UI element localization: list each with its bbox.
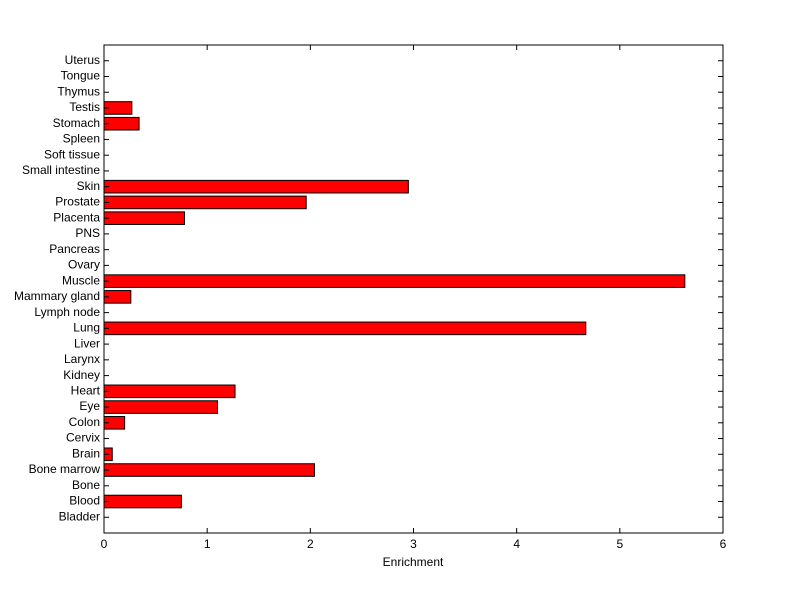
y-tick-label: Heart [71, 383, 101, 397]
y-tick-label: Thymus [57, 84, 100, 98]
y-tick-label: Liver [74, 336, 100, 350]
bar [103, 179, 409, 194]
x-tick-label: 2 [307, 537, 314, 551]
x-tick-label: 0 [101, 537, 108, 551]
y-tick-label: Small intestine [22, 163, 100, 177]
y-tick-label: Prostate [55, 195, 100, 209]
bar [103, 384, 236, 399]
bar [103, 494, 182, 509]
y-tick-label: Testis [69, 100, 100, 114]
x-tick-label: 6 [720, 537, 727, 551]
y-tick-label: Brain [72, 446, 100, 460]
y-tick-label: Uterus [65, 53, 100, 67]
y-tick-label: Lung [73, 321, 100, 335]
bar [103, 211, 185, 225]
x-tick-label: 4 [513, 537, 520, 551]
y-tick-label: Lymph node [34, 305, 100, 319]
bar [103, 400, 218, 414]
y-tick-label: Bone marrow [29, 462, 101, 476]
bar [103, 321, 587, 336]
y-tick-label: Tongue [61, 69, 101, 83]
bar [103, 116, 140, 131]
y-tick-label: Blood [69, 494, 100, 508]
x-tick-label: 5 [616, 537, 623, 551]
x-axis-label: Enrichment [383, 555, 444, 569]
x-tick-label: 3 [410, 537, 417, 551]
y-tick-label: PNS [75, 226, 100, 240]
y-tick-label: Bladder [59, 509, 100, 523]
y-tick-label: Soft tissue [44, 147, 100, 161]
x-tick-label: 1 [204, 537, 211, 551]
y-tick-label: Eye [79, 399, 100, 413]
bar [103, 195, 307, 210]
y-tick-label: Kidney [63, 368, 100, 382]
y-tick-label: Muscle [62, 273, 100, 287]
bar [103, 274, 686, 288]
y-tick-label: Pancreas [49, 242, 100, 256]
bar [103, 463, 315, 477]
y-tick-label: Larynx [64, 352, 100, 366]
y-tick-label: Skin [77, 179, 100, 193]
y-tick-label: Cervix [66, 431, 100, 445]
y-tick-label: Spleen [63, 132, 100, 146]
y-tick-label: Bone [72, 478, 100, 492]
axes-box [103, 44, 724, 534]
y-tick-label: Ovary [68, 258, 100, 272]
y-tick-label: Stomach [53, 116, 100, 130]
y-tick-label: Colon [69, 415, 100, 429]
y-tick-label: Mammary gland [14, 289, 100, 303]
y-tick-label: Placenta [53, 210, 100, 224]
